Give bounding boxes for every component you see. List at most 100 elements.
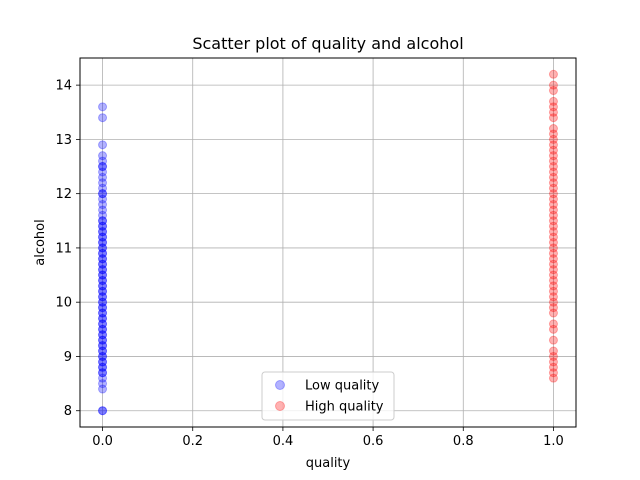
x-tick-label: 0.4 bbox=[273, 434, 294, 449]
data-point bbox=[98, 189, 108, 199]
data-point bbox=[98, 243, 108, 253]
data-point bbox=[98, 205, 108, 215]
data-point bbox=[548, 357, 558, 367]
y-tick-label: 10 bbox=[55, 296, 72, 311]
data-point bbox=[548, 205, 558, 215]
data-point bbox=[98, 238, 108, 247]
data-point bbox=[98, 238, 108, 247]
data-point bbox=[548, 156, 558, 166]
data-point bbox=[98, 162, 108, 172]
data-point bbox=[548, 221, 558, 231]
data-point bbox=[548, 254, 558, 264]
data-point bbox=[98, 216, 108, 226]
data-point bbox=[548, 216, 558, 226]
data-point bbox=[548, 183, 558, 193]
data-point bbox=[98, 183, 108, 193]
data-point bbox=[98, 113, 108, 123]
data-point bbox=[98, 178, 108, 188]
data-point bbox=[98, 156, 108, 166]
x-tick-label: 0.8 bbox=[453, 434, 474, 449]
data-point bbox=[548, 151, 558, 161]
data-point bbox=[98, 140, 108, 150]
data-point bbox=[548, 69, 558, 79]
data-point bbox=[548, 210, 558, 220]
data-point bbox=[548, 113, 558, 123]
x-tick-label: 1.0 bbox=[543, 434, 564, 449]
data-point bbox=[98, 232, 108, 242]
data-point bbox=[548, 270, 558, 280]
data-point bbox=[548, 308, 558, 318]
data-point bbox=[98, 281, 108, 291]
data-point bbox=[98, 162, 108, 172]
y-tick-label: 13 bbox=[55, 133, 72, 148]
data-point bbox=[98, 362, 108, 372]
data-point bbox=[98, 286, 108, 296]
x-tick-label: 0.6 bbox=[363, 434, 384, 449]
data-point bbox=[98, 254, 108, 264]
legend-box bbox=[261, 371, 395, 421]
data-point bbox=[548, 373, 558, 383]
data-point bbox=[98, 216, 108, 226]
data-point bbox=[98, 172, 108, 182]
data-point bbox=[548, 351, 558, 361]
x-axis-label: quality bbox=[306, 456, 351, 471]
data-point bbox=[548, 232, 558, 242]
data-point bbox=[98, 151, 108, 161]
data-point bbox=[98, 384, 108, 394]
data-point bbox=[548, 189, 558, 199]
data-point bbox=[98, 248, 108, 258]
axis-ticks: 0.0 0.2 0.4 0.6 0.8 1.0 8 9 10 11 12 13 14 bbox=[55, 79, 563, 449]
data-point bbox=[548, 162, 558, 172]
data-point bbox=[98, 292, 108, 302]
data-point bbox=[98, 210, 108, 220]
data-point bbox=[98, 265, 108, 275]
data-point bbox=[98, 275, 108, 285]
x-tick-label: 0.2 bbox=[182, 434, 203, 449]
series-high-quality bbox=[548, 69, 558, 383]
data-point bbox=[98, 351, 108, 361]
data-point bbox=[548, 248, 558, 258]
data-point bbox=[98, 259, 108, 269]
legend-label: Low quality bbox=[305, 379, 380, 394]
data-point bbox=[98, 221, 108, 231]
y-axis-label: alcohol bbox=[33, 219, 48, 265]
data-point bbox=[548, 275, 558, 285]
data-point bbox=[98, 303, 108, 313]
data-point bbox=[98, 227, 108, 237]
data-point bbox=[548, 200, 558, 210]
data-point bbox=[98, 346, 108, 356]
data-point bbox=[548, 297, 558, 307]
data-point bbox=[98, 102, 108, 112]
data-point bbox=[548, 145, 558, 155]
data-point bbox=[548, 124, 558, 134]
data-point bbox=[548, 107, 558, 117]
data-point bbox=[548, 194, 558, 204]
data-point bbox=[98, 357, 108, 367]
data-point bbox=[548, 227, 558, 237]
data-point bbox=[98, 286, 108, 296]
data-point bbox=[98, 373, 108, 383]
data-point bbox=[548, 346, 558, 356]
data-point bbox=[98, 167, 108, 177]
series-low-quality bbox=[98, 102, 108, 416]
data-point bbox=[98, 297, 108, 307]
x-tick-label: 0.0 bbox=[92, 434, 113, 449]
data-point bbox=[98, 200, 108, 210]
data-point bbox=[98, 324, 108, 334]
legend-marker bbox=[275, 380, 285, 390]
plot-frame bbox=[79, 57, 577, 428]
legend: Low quality High quality bbox=[261, 371, 395, 421]
data-point bbox=[98, 308, 108, 318]
data-point bbox=[98, 189, 108, 199]
data-point bbox=[98, 281, 108, 291]
data-point bbox=[548, 86, 558, 96]
data-point bbox=[98, 248, 108, 258]
data-point bbox=[548, 362, 558, 372]
data-point bbox=[98, 265, 108, 275]
data-point bbox=[98, 341, 108, 351]
data-point bbox=[548, 140, 558, 150]
legend-marker bbox=[275, 401, 285, 411]
data-point bbox=[98, 368, 108, 378]
y-tick-label: 11 bbox=[55, 241, 72, 256]
